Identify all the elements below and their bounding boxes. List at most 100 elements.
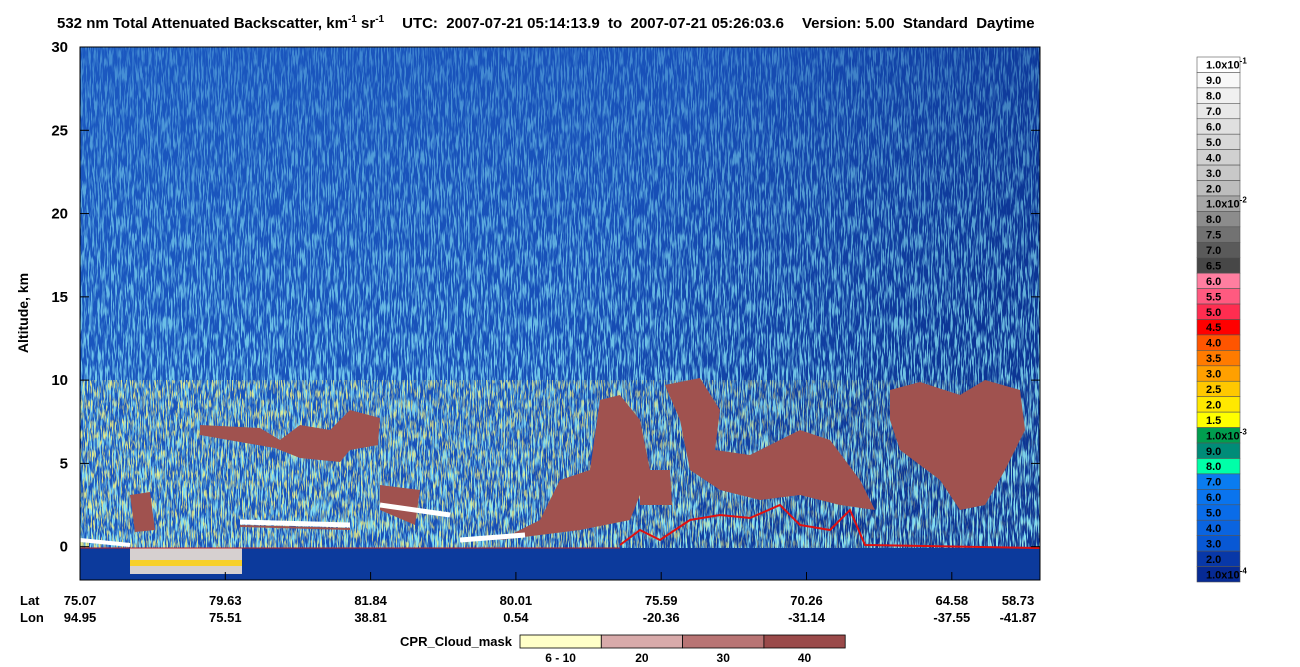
x-tick-lat: 75.07: [64, 593, 97, 608]
colorbar-label: 8.0: [1206, 214, 1221, 226]
colorbar-label-sup: -1: [1240, 57, 1248, 66]
colorbar-label: 1.0x10-4: [1206, 566, 1247, 581]
colorbar-label: 5.0: [1206, 508, 1221, 520]
colorbar-label: 1.0x10-1: [1206, 57, 1247, 72]
cloud-mask-class: 40: [798, 651, 812, 665]
cloud-mask-swatch: [682, 634, 765, 649]
x-tick-lat: 79.63: [209, 593, 242, 608]
title-version: Version: 5.00 Standard Daytime: [802, 15, 1035, 32]
colorbar-label: 7.0: [1206, 245, 1221, 257]
colorbar-label: 6.0: [1206, 121, 1221, 133]
colorbar-label-text: 5.0: [1206, 508, 1221, 520]
colorbar-label-text: 6.0: [1206, 276, 1221, 288]
colorbar-label: 7.0: [1206, 106, 1221, 118]
y-tick-label: 10: [51, 372, 68, 389]
colorbar-label: 4.0: [1206, 523, 1221, 535]
cloud-mask-swatch: [763, 634, 846, 649]
colorbar-label-text: 4.0: [1206, 523, 1221, 535]
colorbar-label: 4.0: [1206, 338, 1221, 350]
colorbar-label: 9.0: [1206, 75, 1221, 87]
colorbar-label-text: 8.0: [1206, 461, 1221, 473]
surface-layer: [130, 560, 242, 566]
colorbar-label: 5.0: [1206, 137, 1221, 149]
colorbar-label: 1.5: [1206, 415, 1221, 427]
colorbar-label-text: 6.0: [1206, 121, 1221, 133]
colorbar-label-text: 9.0: [1206, 446, 1221, 458]
colorbar-label-text: 1.0x10: [1206, 60, 1240, 72]
colorbar-label-text: 6.5: [1206, 260, 1221, 272]
x-tick-lon: -31.14: [788, 610, 826, 625]
cloud-mask-class: 30: [717, 651, 731, 665]
colorbar-label-text: 8.0: [1206, 91, 1221, 103]
colorbar-label-text: 9.0: [1206, 75, 1221, 87]
colorbar-label: 5.5: [1206, 291, 1221, 303]
colorbar-label-text: 7.0: [1206, 106, 1221, 118]
colorbar-label: 2.0: [1206, 399, 1221, 411]
colorbar-label-text: 4.0: [1206, 152, 1221, 164]
x-tick-lon: -20.36: [643, 610, 680, 625]
x-tick-lat: 81.84: [354, 593, 387, 608]
colorbar-label: 1.0x10-2: [1206, 196, 1247, 211]
colorbar-label: 8.0: [1206, 91, 1221, 103]
x-tick-lat: 70.26: [790, 593, 823, 608]
cloud-mask-swatch: [600, 634, 683, 649]
colorbar-label-text: 2.0: [1206, 554, 1221, 566]
colorbar-label: 3.0: [1206, 168, 1221, 180]
colorbar-label: 9.0: [1206, 446, 1221, 458]
x-tick-lon: 75.51: [209, 610, 242, 625]
colorbar-label-text: 1.0x10: [1206, 569, 1240, 581]
y-tick-label: 25: [51, 122, 68, 139]
colorbar-label-text: 1.0x10: [1206, 430, 1240, 442]
colorbar-label: 1.0x10-3: [1206, 427, 1247, 442]
cloud-mask-legend: CPR_Cloud_mask 6 - 10 20 30 40: [400, 634, 846, 665]
x-row-label: Lon: [20, 610, 44, 625]
colorbar-label: 2.5: [1206, 384, 1221, 396]
colorbar-label: 3.5: [1206, 353, 1221, 365]
y-tick-label: 30: [51, 39, 68, 56]
colorbar-label-text: 3.0: [1206, 538, 1221, 550]
x-tick-lat: 80.01: [500, 593, 533, 608]
colorbar-label-sup: -4: [1240, 566, 1248, 575]
colorbar-label: 3.0: [1206, 538, 1221, 550]
colorbar-label: 4.0: [1206, 152, 1221, 164]
colorbar-label: 6.5: [1206, 260, 1221, 272]
colorbar-label: 8.0: [1206, 461, 1221, 473]
colorbar-label-sup: -2: [1240, 196, 1248, 205]
x-tick-lon: -41.87: [1000, 610, 1037, 625]
colorbar-label-text: 2.0: [1206, 183, 1221, 195]
title-utc: UTC: 2007-07-21 05:14:13.9 to 2007-07-21…: [402, 15, 784, 32]
colorbar-label-text: 5.0: [1206, 137, 1221, 149]
title-sup: -1: [375, 14, 384, 25]
colorbar-label: 2.0: [1206, 554, 1221, 566]
cloud-mask-label: CPR_Cloud_mask: [400, 634, 513, 649]
colorbar-label-text: 7.5: [1206, 230, 1221, 242]
x-tick-lat: 58.73: [1002, 593, 1035, 608]
x-tick-lat: 64.58: [936, 593, 969, 608]
colorbar: 1.0x10-19.08.07.06.05.04.03.02.01.0x10-2…: [1196, 56, 1247, 583]
colorbar-label-text: 2.5: [1206, 384, 1221, 396]
y-axis: 0 5 10 15 20 25 30: [51, 39, 1040, 556]
cloud-mask-swatch: [519, 634, 602, 649]
colorbar-label-text: 2.0: [1206, 399, 1221, 411]
colorbar-label-text: 6.0: [1206, 492, 1221, 504]
y-tick-label: 15: [51, 289, 68, 306]
y-tick-label: 0: [60, 539, 68, 556]
colorbar-label-text: 7.0: [1206, 477, 1221, 489]
colorbar-label-text: 3.0: [1206, 168, 1221, 180]
colorbar-label-sup: -3: [1240, 427, 1248, 436]
plot-frame: [79, 46, 1041, 581]
x-axis: Lat Lon 75.07 94.95 79.63 75.51 81.84 38.81 80.0…: [20, 572, 1041, 625]
colorbar-label-text: 8.0: [1206, 214, 1221, 226]
colorbar-label: 4.5: [1206, 322, 1221, 334]
colorbar-label: 2.0: [1206, 183, 1221, 195]
y-tick-label: 5: [60, 455, 68, 472]
x-row-label: Lat: [20, 593, 40, 608]
clouds: [130, 378, 1025, 540]
colorbar-label: 7.0: [1206, 477, 1221, 489]
colorbar-label-text: 5.0: [1206, 307, 1221, 319]
cloud-mask-class: 6 - 10: [545, 651, 576, 665]
colorbar-label: 6.0: [1206, 492, 1221, 504]
colorbar-label-text: 5.5: [1206, 291, 1221, 303]
title-text: sr: [357, 15, 376, 32]
